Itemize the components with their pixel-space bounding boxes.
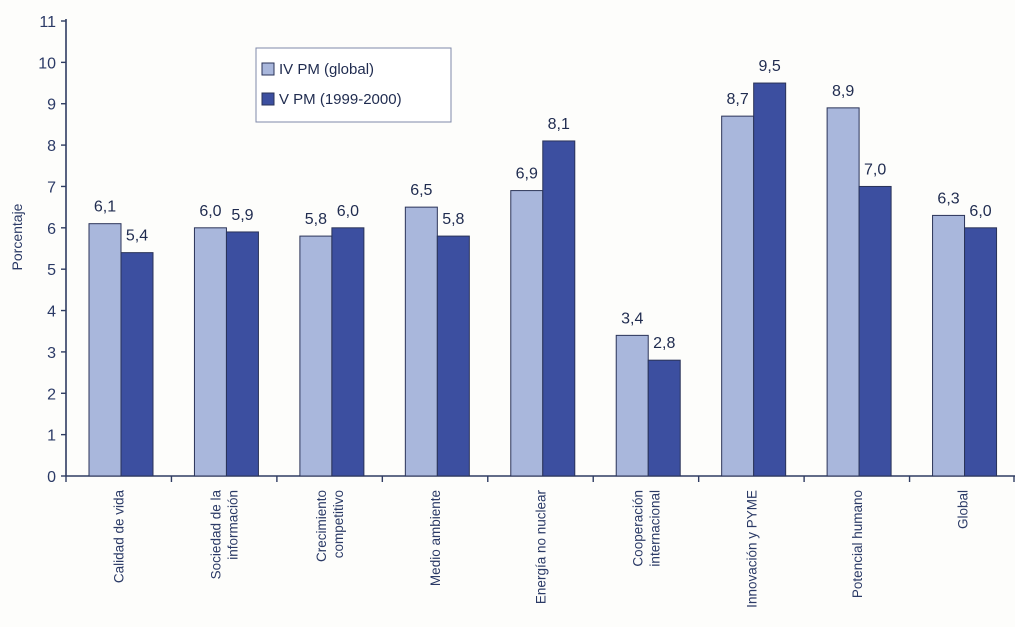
bar <box>647 359 681 477</box>
legend-box <box>255 47 452 123</box>
bar <box>193 227 227 477</box>
category-label: información <box>226 490 241 560</box>
legend-swatch-iv-pm <box>261 62 275 76</box>
category-label: Sociedad de la <box>209 490 224 580</box>
bar-value-label: 5,8 <box>305 211 327 228</box>
y-tick-label: 10 <box>38 55 56 72</box>
bars <box>88 82 998 477</box>
category-label: Global <box>955 490 970 529</box>
bar <box>299 235 333 477</box>
category-label: Cooperación <box>630 490 645 567</box>
y-tick-label: 8 <box>47 138 56 155</box>
bar-value-label: 6,5 <box>410 182 432 199</box>
y-tick-label: 2 <box>47 386 56 403</box>
bar-value-label: 8,7 <box>727 91 749 108</box>
category-labels: Calidad de vida Sociedad de la información… <box>112 489 971 607</box>
bar <box>404 206 438 477</box>
bar-value-label: 6,0 <box>969 203 991 220</box>
y-tick-label: 0 <box>47 469 56 486</box>
bar-value-label: 2,8 <box>653 335 675 352</box>
bar <box>615 334 649 477</box>
bar-value-label: 5,8 <box>442 211 464 228</box>
bar-value-label: 6,9 <box>516 166 538 183</box>
bar <box>826 107 860 477</box>
legend: IV PM (global) V PM (1999-2000) <box>255 47 452 123</box>
bar <box>858 185 892 477</box>
legend-label-v-pm: V PM (1999-2000) <box>279 91 402 108</box>
bar-value-label: 8,1 <box>548 116 570 133</box>
bar-value-label: 7,0 <box>864 161 886 178</box>
bar <box>542 140 576 477</box>
bar-value-label: 5,4 <box>126 228 148 245</box>
bar <box>932 214 966 477</box>
bar-value-label: 6,0 <box>199 203 221 220</box>
bar <box>436 235 470 477</box>
y-tick-label: 3 <box>47 345 56 362</box>
bar-value-label: 3,4 <box>621 310 643 327</box>
bar <box>331 227 365 477</box>
bar <box>753 82 787 477</box>
bar <box>964 227 998 477</box>
bar-value-label: 6,0 <box>337 203 359 220</box>
category-label: Energía no nuclear <box>534 489 549 604</box>
y-tick-label: 9 <box>47 97 56 114</box>
bar <box>510 190 544 477</box>
legend-swatch-v-pm <box>261 92 275 106</box>
bar <box>120 252 154 477</box>
bar-value-label: 9,5 <box>759 58 781 75</box>
category-label: Crecimiento <box>314 490 329 562</box>
y-tick-label: 1 <box>47 428 56 445</box>
category-label: internacional <box>647 490 662 567</box>
bar <box>721 115 755 477</box>
bar <box>225 231 259 477</box>
y-axis: 0 1 2 3 4 5 6 7 8 9 10 11 <box>38 14 67 486</box>
bar-value-label: 6,1 <box>94 199 116 216</box>
bar-value-label: 6,3 <box>937 190 959 207</box>
category-label: Potencial humano <box>850 490 865 598</box>
bar-value-label: 5,9 <box>231 207 253 224</box>
category-label: Innovación y PYME <box>744 490 759 608</box>
bar <box>88 223 122 477</box>
y-tick-label: 6 <box>47 221 56 238</box>
y-tick-label: 7 <box>47 179 56 196</box>
x-axis <box>65 475 1015 482</box>
category-label: competitivo <box>331 490 346 558</box>
legend-label-iv-pm: IV PM (global) <box>279 61 374 78</box>
value-labels: 6,1 6,0 5,8 6,5 6,9 3,4 8,7 8,9 6,3 5,4 5,9 6,0 5,8 8… <box>94 58 992 352</box>
category-label: Calidad de vida <box>112 490 127 584</box>
y-tick-label: 11 <box>39 14 56 31</box>
y-tick-label: 5 <box>47 262 56 279</box>
bar-value-label: 8,9 <box>832 83 854 100</box>
y-axis-title: Porcentaje <box>9 203 25 270</box>
category-label: Medio ambiente <box>428 490 443 586</box>
y-tick-label: 4 <box>47 304 56 321</box>
